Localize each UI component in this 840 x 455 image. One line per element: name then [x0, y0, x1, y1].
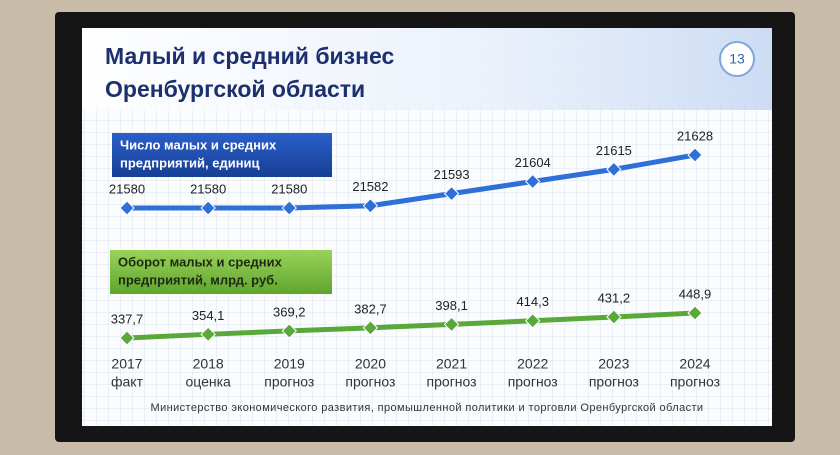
- x-tick-sublabel: оценка: [185, 374, 231, 390]
- x-tick-label: 2022: [517, 356, 548, 372]
- series-box: [112, 133, 332, 177]
- series-title: предприятий, млрд. руб.: [118, 272, 278, 287]
- x-tick-sublabel: прогноз: [427, 374, 477, 390]
- x-tick-sublabel: факт: [111, 374, 144, 390]
- point-marker: [362, 320, 379, 336]
- series-title: Оборот малых и средних: [118, 254, 283, 269]
- point-marker: [119, 330, 135, 346]
- x-tick-sublabel: прогноз: [670, 374, 720, 390]
- point-marker: [606, 161, 622, 178]
- point-marker: [281, 200, 297, 216]
- series-line: [124, 310, 698, 341]
- point-marker: [362, 198, 379, 214]
- x-tick-label: 2018: [193, 356, 224, 372]
- value-label: 21580: [109, 181, 145, 196]
- x-tick-sublabel: прогноз: [264, 374, 314, 390]
- x-tick-label: 2020: [355, 356, 386, 372]
- series-title: предприятий, единиц: [120, 155, 260, 170]
- x-tick-sublabel: прогноз: [345, 374, 395, 390]
- value-label: 398,1: [435, 298, 468, 313]
- page-number: 13: [729, 51, 745, 67]
- series-box: [110, 250, 332, 294]
- value-label: 382,7: [354, 301, 387, 316]
- series-title: Число малых и средних: [120, 137, 277, 152]
- slide-title: Малый и средний бизнес: [105, 43, 394, 69]
- point-marker: [687, 305, 703, 321]
- value-label: 431,2: [598, 290, 631, 305]
- value-label: 21580: [190, 181, 226, 196]
- x-tick-label: 2019: [274, 356, 305, 372]
- series-line: [124, 152, 698, 211]
- point-marker: [200, 200, 216, 216]
- value-label: 354,1: [192, 308, 225, 323]
- x-tick-sublabel: прогноз: [589, 374, 639, 390]
- value-label: 21615: [596, 143, 632, 158]
- page-badge: [719, 41, 755, 77]
- value-label: 21582: [352, 179, 388, 194]
- value-label: 337,7: [111, 311, 144, 326]
- header-band: [82, 28, 772, 110]
- point-marker: [443, 316, 460, 333]
- value-label: 21593: [433, 167, 469, 182]
- point-marker: [525, 313, 541, 329]
- footer: Министерство экономического развития, пр…: [151, 402, 704, 414]
- x-tick-label: 2024: [679, 356, 710, 372]
- value-label: 21580: [271, 181, 307, 196]
- point-marker: [200, 326, 216, 343]
- value-label: 21604: [515, 155, 551, 170]
- value-label: 448,9: [679, 286, 712, 301]
- point-marker: [443, 185, 460, 202]
- point-marker: [119, 200, 135, 216]
- value-label: 414,3: [516, 294, 549, 309]
- x-tick-label: 2017: [111, 356, 142, 372]
- value-label: 21628: [677, 128, 713, 143]
- x-tick-label: 2023: [598, 356, 629, 372]
- point-marker: [281, 323, 297, 339]
- value-label: 369,2: [273, 304, 306, 319]
- x-tick-label: 2021: [436, 356, 467, 372]
- slide-title: Оренбургской области: [105, 76, 365, 102]
- point-marker: [525, 173, 541, 190]
- point-marker: [606, 309, 622, 325]
- x-tick-sublabel: прогноз: [508, 374, 558, 390]
- point-marker: [687, 147, 703, 163]
